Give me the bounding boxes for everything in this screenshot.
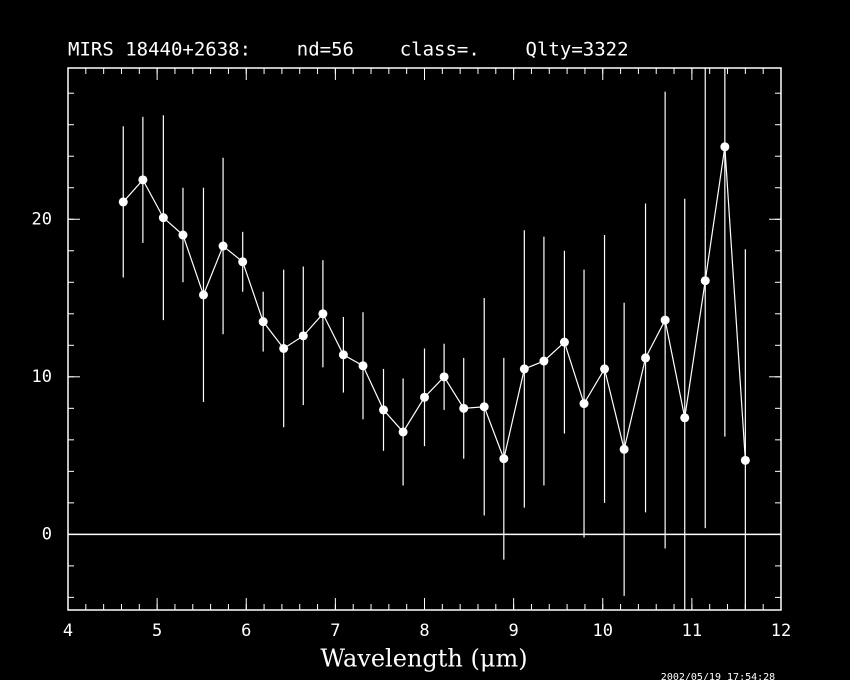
data-point — [619, 444, 629, 454]
data-point — [338, 350, 348, 360]
x-tick-label: 9 — [509, 621, 519, 641]
data-point — [379, 405, 389, 415]
data-point — [740, 455, 750, 465]
data-point — [559, 337, 569, 347]
x-tick-label: 4 — [63, 621, 73, 641]
data-point — [238, 257, 248, 267]
data-point — [198, 290, 208, 300]
x-tick-label: 10 — [593, 621, 613, 641]
data-point — [138, 175, 148, 185]
data-point — [600, 364, 610, 374]
x-tick-label: 5 — [152, 621, 162, 641]
data-point — [258, 317, 268, 327]
x-tick-label: 8 — [419, 621, 429, 641]
data-point — [178, 230, 188, 240]
data-point — [358, 361, 368, 371]
x-tick-label: 7 — [330, 621, 340, 641]
data-point — [398, 427, 408, 437]
data-point — [279, 343, 289, 353]
x-tick-label: 6 — [241, 621, 251, 641]
y-tick-label: 0 — [42, 524, 52, 544]
data-point — [459, 403, 469, 413]
data-point — [118, 197, 128, 207]
data-point — [579, 399, 589, 409]
data-point — [539, 356, 549, 366]
plot-area — [118, 68, 750, 610]
chart-title: MIRS 18440+2638: nd=56 class=. Qlty=3322 — [68, 39, 629, 61]
x-tick-label: 11 — [682, 621, 702, 641]
x-tick-label: 12 — [771, 621, 791, 641]
data-point — [218, 241, 228, 251]
data-point — [318, 309, 328, 319]
data-point — [479, 402, 489, 412]
data-point — [641, 353, 651, 363]
timestamp: 2002/05/19 17:54:28 — [661, 672, 775, 680]
data-point — [680, 413, 690, 423]
data-point — [298, 331, 308, 341]
data-point — [158, 213, 168, 223]
x-axis-label: Wavelength (μm) — [320, 645, 527, 673]
data-point — [420, 392, 429, 402]
data-point — [519, 364, 529, 374]
data-point — [660, 315, 670, 325]
y-tick-label: 10 — [32, 367, 52, 387]
data-point — [439, 372, 449, 382]
data-point — [720, 142, 730, 152]
y-tick-label: 20 — [32, 209, 52, 229]
data-point — [499, 454, 509, 464]
data-point — [700, 276, 710, 286]
